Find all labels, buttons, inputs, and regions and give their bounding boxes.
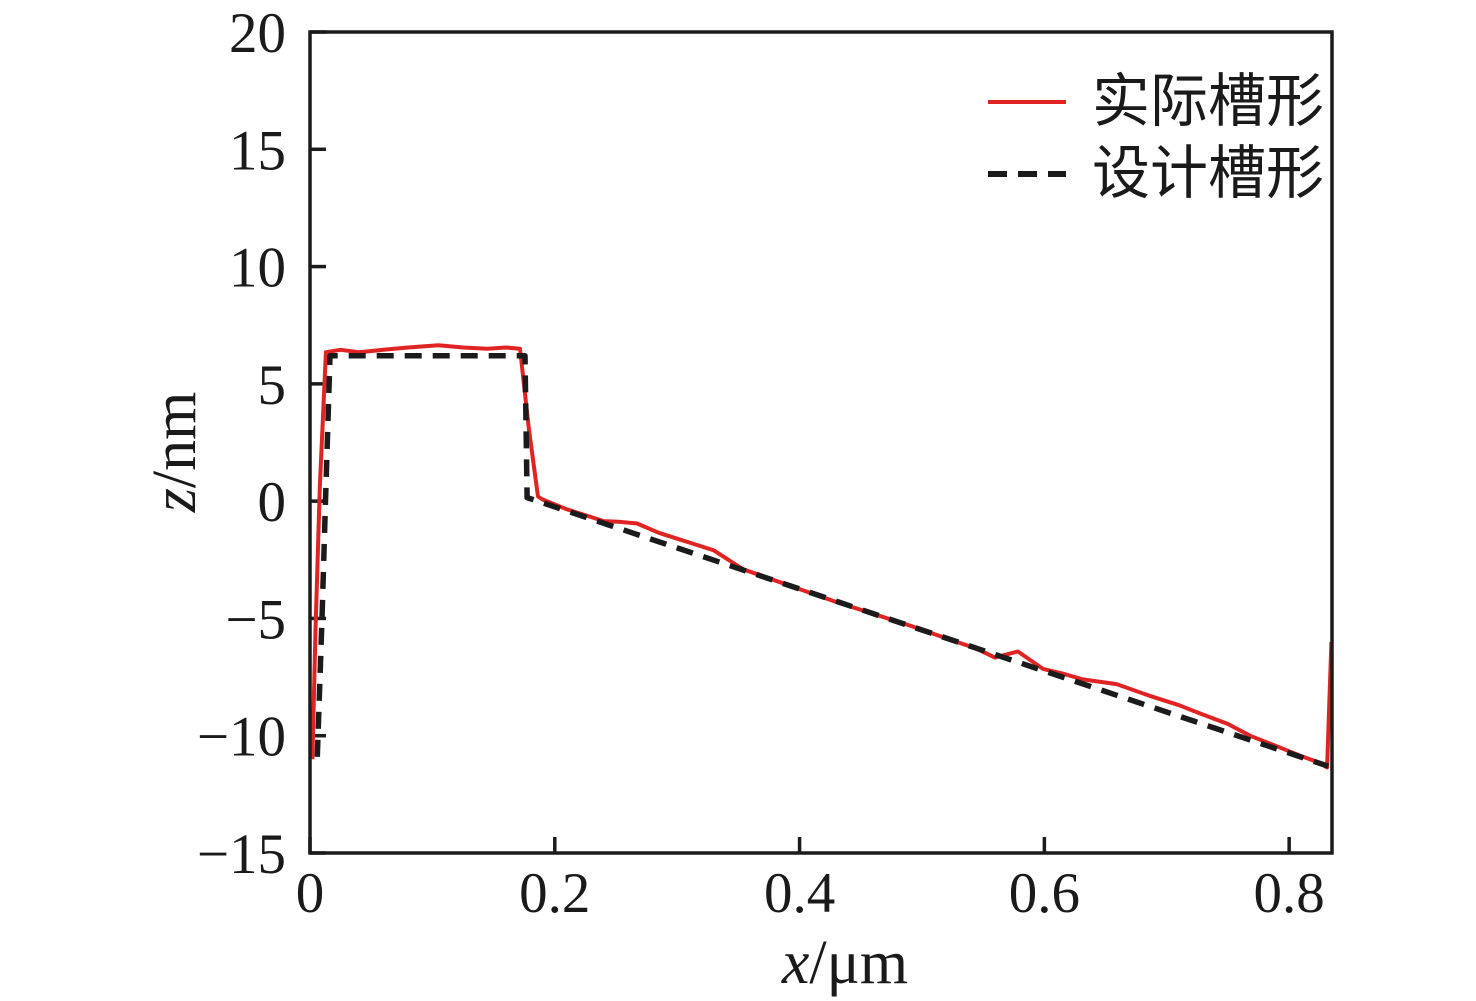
legend-solid-line-sample	[988, 100, 1066, 104]
series-design-line	[314, 352, 1330, 769]
legend-item-design: 设计槽形	[988, 138, 1324, 210]
x-tick-label: 0.6	[1009, 862, 1080, 925]
y-tick-label: −10	[197, 706, 286, 769]
y-tick-label: −5	[225, 588, 286, 651]
y-tick-label: 15	[229, 119, 286, 182]
x-axis-unit: /μm	[809, 929, 909, 997]
y-tick-label: −15	[197, 823, 286, 886]
x-tick-label: 0	[296, 862, 325, 925]
x-tick-label: 0.8	[1254, 862, 1325, 925]
y-tick-label: 20	[229, 2, 286, 65]
legend-label-design: 设计槽形	[1092, 141, 1325, 206]
legend-dashed-line-sample	[988, 171, 1066, 177]
y-axis-variable: z	[141, 488, 209, 513]
y-tick-label: 10	[229, 237, 286, 300]
legend-label-actual: 实际槽形	[1092, 69, 1325, 134]
legend-item-actual: 实际槽形	[988, 66, 1324, 138]
plot-border	[308, 30, 1334, 855]
series-actual-line	[310, 343, 1334, 770]
y-tick-label: 0	[258, 471, 287, 534]
x-axis-label: x/μm	[782, 932, 908, 994]
legend: 实际槽形 设计槽形	[988, 66, 1324, 210]
y-axis-unit: /nm	[141, 391, 209, 489]
x-tick-label: 0.2	[519, 862, 590, 925]
y-axis-label: z/nm	[141, 391, 209, 513]
y-tick-label: 5	[258, 354, 287, 417]
x-axis-variable: x	[781, 929, 810, 997]
x-tick-label: 0.4	[764, 862, 835, 925]
